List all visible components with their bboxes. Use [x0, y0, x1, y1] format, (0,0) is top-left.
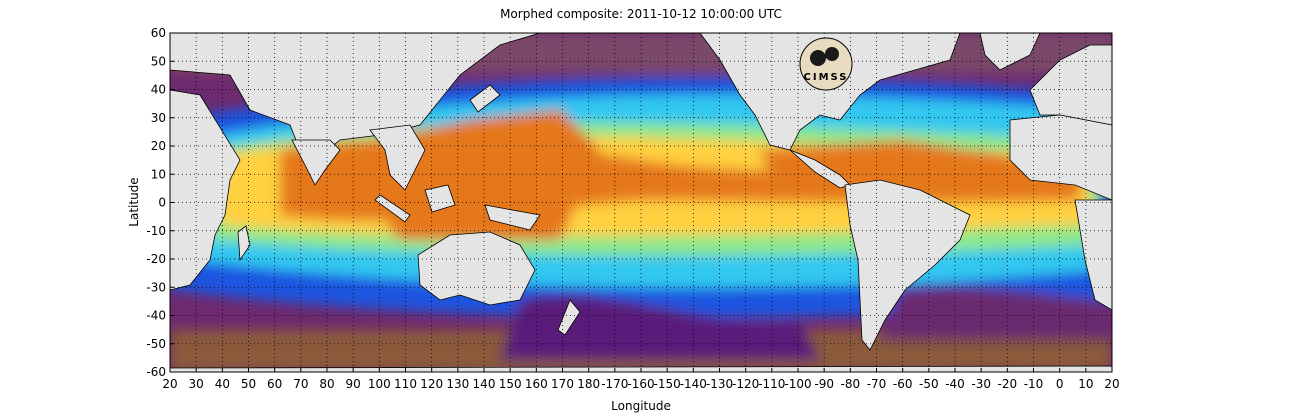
x-tick-label: 20	[1104, 377, 1119, 391]
x-tick-label: -70	[867, 377, 887, 391]
map-grid	[170, 33, 1112, 372]
x-tick-label: 20	[162, 377, 177, 391]
x-tick-label: -20	[998, 377, 1018, 391]
y-tick-label: -30	[146, 280, 166, 294]
y-tick-label: 50	[151, 54, 166, 68]
y-tick-label: -40	[146, 309, 166, 323]
x-tick-label: 160	[525, 377, 548, 391]
x-axis: 20 30 40 50 60 70 80 90 100 110 120 130 140 150 160 170…	[162, 368, 1120, 391]
x-tick-label: 100	[368, 377, 391, 391]
x-tick-label: 180	[577, 377, 600, 391]
landmass-west-africa	[1009, 114, 1112, 201]
x-tick-label: 50	[241, 377, 256, 391]
x-tick-label: -90	[814, 377, 834, 391]
y-tick-label: -20	[146, 252, 166, 266]
x-tick-label: -120	[732, 377, 759, 391]
landmass-japan	[469, 84, 501, 113]
x-tick-label: -130	[706, 377, 733, 391]
map-title: Morphed composite: 2011-10-12 10:00:00 U…	[500, 7, 782, 21]
landmass-madagascar	[237, 225, 251, 262]
cimss-logo-text: CIMSS	[804, 72, 849, 83]
y-tick-label: -60	[146, 365, 166, 379]
y-tick-label: 40	[151, 83, 166, 97]
x-tick-label: 110	[394, 377, 417, 391]
y-tick-label: 20	[151, 139, 166, 153]
y-tick-label: -10	[146, 224, 166, 238]
x-tick-label: 70	[293, 377, 308, 391]
x-tick-label: 60	[267, 377, 282, 391]
land-masses	[170, 33, 1112, 372]
x-tick-label: -10	[1024, 377, 1044, 391]
y-tick-label: -50	[146, 337, 166, 351]
landmass-australia	[417, 231, 536, 306]
x-tick-label: 30	[189, 377, 204, 391]
x-tick-label: 140	[473, 377, 496, 391]
y-tick-label: 10	[151, 167, 166, 181]
x-tick-label: -40	[945, 377, 965, 391]
x-tick-label: 0	[1056, 377, 1064, 391]
landmass-north-america	[699, 33, 961, 151]
landmass-borneo	[424, 184, 456, 213]
x-tick-label: 120	[420, 377, 443, 391]
x-tick-label: -80	[841, 377, 861, 391]
y-tick-label: 60	[151, 26, 166, 40]
landmass-africa	[170, 89, 241, 291]
landmass-greenland	[979, 33, 1041, 71]
landmass-new-zealand	[557, 299, 581, 336]
x-tick-label: -150	[654, 377, 681, 391]
x-tick-label: -30	[971, 377, 991, 391]
x-tick-label: 40	[215, 377, 230, 391]
x-tick-label: -140	[680, 377, 707, 391]
y-tick-label: 0	[158, 196, 166, 210]
x-tick-label: 80	[319, 377, 334, 391]
y-tick-label: 30	[151, 111, 166, 125]
x-tick-label: 90	[346, 377, 361, 391]
x-tick-label: -110	[758, 377, 785, 391]
cimss-logo: CIMSS	[799, 37, 853, 91]
landmass-sumatra	[374, 194, 411, 223]
x-axis-label: Longitude	[611, 399, 671, 413]
x-tick-label: -100	[784, 377, 811, 391]
landmass-indochina	[369, 124, 426, 191]
x-tick-label: -170	[601, 377, 628, 391]
landmass-southern-africa	[1074, 199, 1112, 311]
landmass-south-america	[844, 179, 971, 351]
x-tick-label: 10	[1078, 377, 1093, 391]
landmass-europe	[1029, 44, 1112, 126]
y-axis-label: Latitude	[127, 177, 141, 226]
x-tick-label: 130	[446, 377, 469, 391]
x-tick-label: -160	[627, 377, 654, 391]
map-plot-area	[170, 33, 1112, 372]
x-tick-label: -50	[919, 377, 939, 391]
y-axis: 60 50 40 30 20 10 0 -10 -20 -30 -40 -50 -60	[146, 26, 174, 379]
x-tick-label: 150	[499, 377, 522, 391]
x-tick-label: 170	[551, 377, 574, 391]
x-tick-label: -60	[893, 377, 913, 391]
landmass-india	[291, 139, 341, 186]
landmass-new-guinea	[484, 204, 541, 231]
